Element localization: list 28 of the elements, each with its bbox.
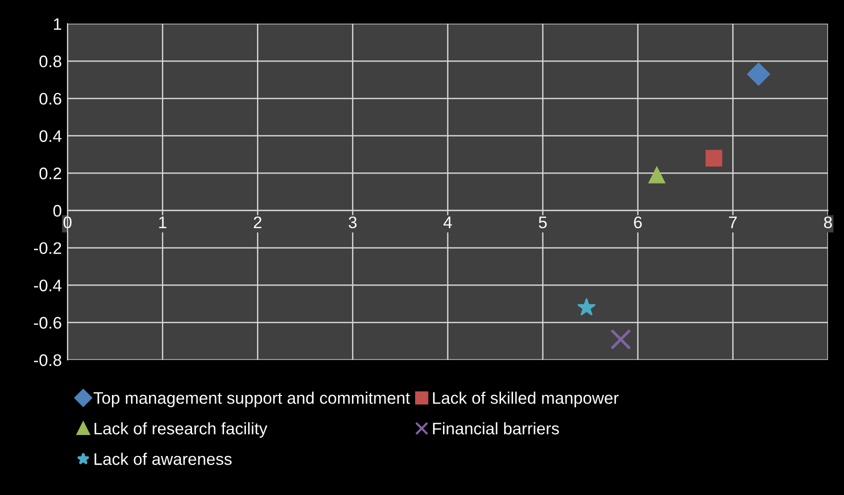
y-tick-label: 1 — [54, 18, 62, 30]
y-tick-label: -0.8 — [34, 354, 62, 366]
x-tick-label: 3 — [348, 216, 357, 228]
y-tick-label: -0.2 — [34, 242, 62, 254]
legend-label: Lack of awareness — [94, 452, 232, 465]
point — [648, 166, 666, 184]
x-tick-label: 1 — [159, 216, 166, 228]
x-tick-label: 8 — [824, 216, 832, 228]
point — [706, 150, 722, 167]
legend-label: Financial barriers — [433, 422, 559, 434]
y-tick-label: 0.8 — [39, 56, 62, 68]
x-tick-label: 4 — [443, 216, 452, 228]
y-tick-label: -0.6 — [34, 316, 62, 329]
x-tick-label: 2 — [254, 216, 262, 228]
point — [747, 62, 770, 86]
y-tick-label: 0 — [53, 204, 62, 217]
x-tick-label: 6 — [634, 216, 642, 228]
y-tick-label: 0.2 — [39, 168, 62, 180]
y-tick-label: 0.6 — [39, 92, 62, 105]
y-tick-label: 0.4 — [39, 130, 62, 142]
point — [610, 328, 632, 350]
y-tick-label: -0.4 — [34, 280, 62, 292]
x-tick-label: 7 — [729, 216, 737, 228]
legend-label: Lack of research facility — [94, 422, 268, 438]
legend-label: Top management support and commitment — [94, 392, 410, 408]
legend-label: Lack of skilled manpower — [433, 392, 619, 408]
x-tick-label: 5 — [538, 216, 547, 228]
point — [577, 298, 596, 316]
